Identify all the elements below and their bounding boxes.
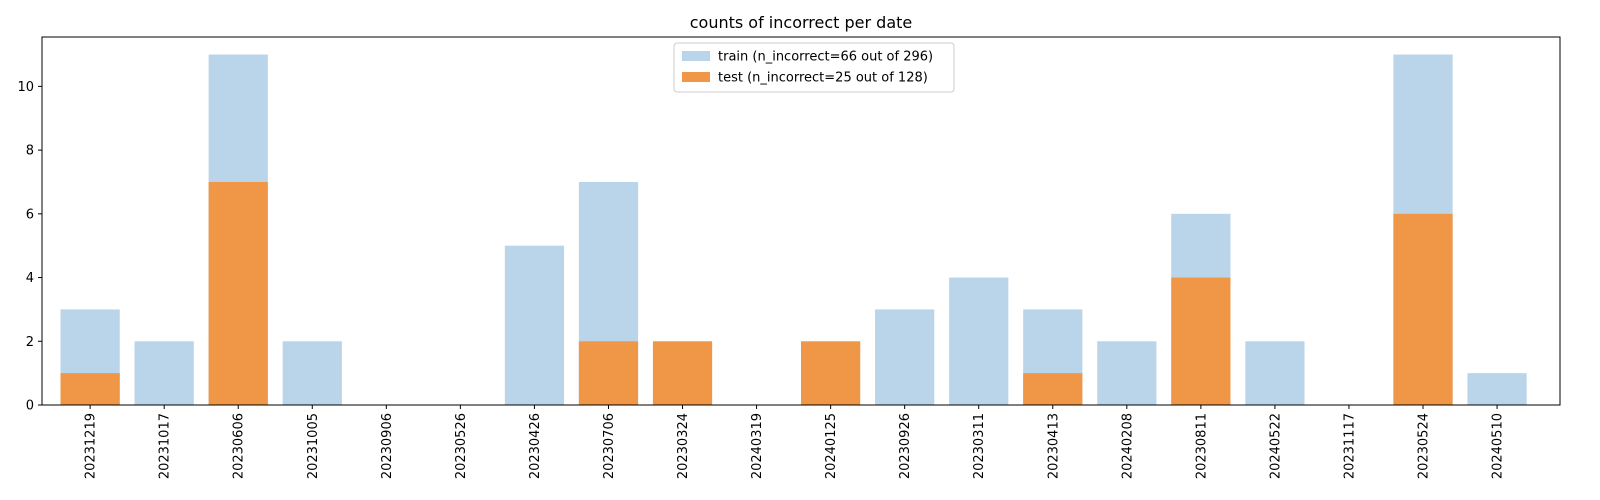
x-tick-label: 20230311 <box>972 413 987 479</box>
bar-train-20231005 <box>282 341 342 405</box>
bar-train-20240208 <box>1097 341 1157 405</box>
bars-group <box>60 54 1527 406</box>
chart-title: counts of incorrect per date <box>690 13 913 32</box>
bar-train-20240510 <box>1467 373 1527 405</box>
bar-test-20231219 <box>60 373 120 405</box>
x-tick-label: 20230926 <box>898 413 913 479</box>
y-tick-label: 4 <box>26 271 34 286</box>
y-tick-label: 2 <box>26 335 34 350</box>
x-tick-label: 20230524 <box>1417 413 1432 479</box>
y-tick-label: 8 <box>26 144 34 159</box>
x-tick-label: 20231219 <box>84 413 99 479</box>
legend-swatch-train <box>682 51 710 61</box>
legend-label-train: train (n_incorrect=66 out of 296) <box>718 50 933 65</box>
bar-train-20231017 <box>134 341 194 405</box>
x-tick-label: 20231017 <box>158 413 173 479</box>
bar-test-20230606 <box>208 181 268 405</box>
x-tick-label: 20240208 <box>1120 413 1135 479</box>
x-tick-label: 20230706 <box>602 413 617 479</box>
bar-test-20230524 <box>1393 213 1453 405</box>
legend: train (n_incorrect=66 out of 296) test (n… <box>673 42 955 93</box>
x-tick-label: 20240125 <box>824 413 839 479</box>
legend-swatch-test <box>682 72 710 82</box>
x-tick-label: 20231117 <box>1342 413 1357 479</box>
y-axis-ticks: 0 2 4 6 8 10 <box>17 80 42 414</box>
legend-box <box>673 42 955 93</box>
bar-test-20230413 <box>1023 373 1083 405</box>
x-tick-label: 20240319 <box>750 413 765 479</box>
x-tick-label: 20230426 <box>528 413 543 479</box>
y-tick-label: 10 <box>17 80 34 95</box>
x-tick-label: 20240522 <box>1268 413 1283 479</box>
y-tick-label: 0 <box>26 399 34 414</box>
bar-train-20240522 <box>1245 341 1305 405</box>
bar-train-20230311 <box>949 277 1009 405</box>
bar-test-20240125 <box>801 341 861 405</box>
x-tick-label: 20230811 <box>1194 413 1209 479</box>
bar-train-20230426 <box>504 245 565 405</box>
x-tick-label: 20230606 <box>232 413 247 479</box>
x-tick-label: 20230413 <box>1046 413 1061 479</box>
x-tick-label: 20240510 <box>1491 413 1506 479</box>
legend-label-test: test (n_incorrect=25 out of 128) <box>718 71 928 86</box>
plot-frame <box>41 36 1561 406</box>
x-tick-label: 20230526 <box>454 413 469 479</box>
x-axis-ticks: 20231219 20231017 20230606 20231005 20230906… <box>84 405 1506 479</box>
x-tick-label: 20230906 <box>380 413 395 479</box>
bar-test-20230706 <box>578 341 639 405</box>
y-tick-label: 6 <box>26 207 34 222</box>
bar-train-20230926 <box>875 309 935 405</box>
bar-test-20230811 <box>1171 277 1231 405</box>
x-tick-label: 20230324 <box>676 413 691 479</box>
bar-test-20230324 <box>652 341 713 405</box>
x-tick-label: 20231005 <box>306 413 321 479</box>
